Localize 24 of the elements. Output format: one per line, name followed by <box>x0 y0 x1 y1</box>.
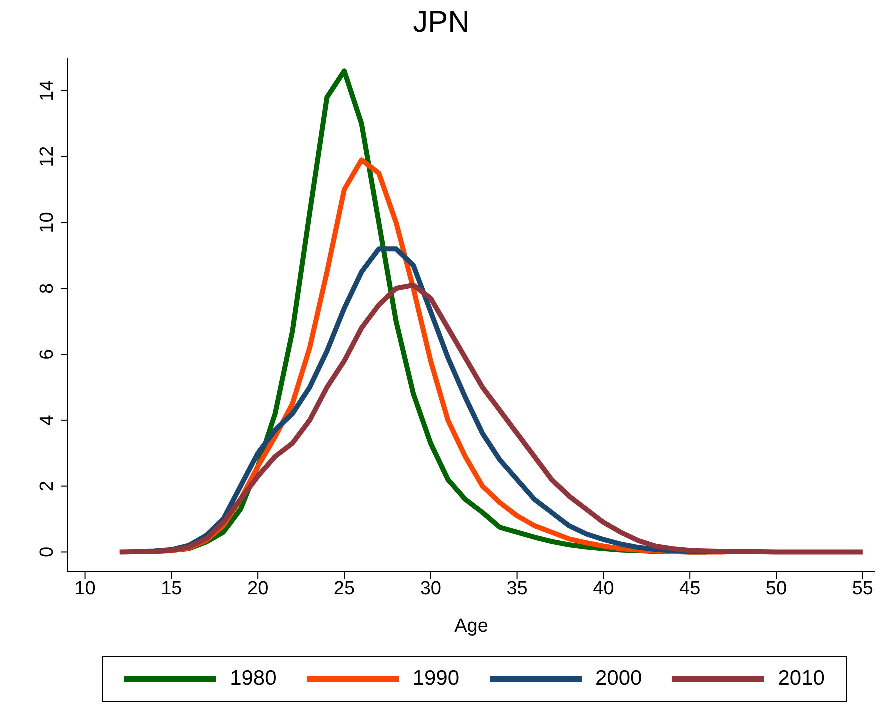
x-tick-label: 20 <box>248 578 269 600</box>
x-tick-label: 10 <box>74 578 96 600</box>
x-tick-label: 35 <box>506 578 528 600</box>
x-tick-label: 55 <box>852 578 874 600</box>
legend-label: 2010 <box>778 667 825 691</box>
x-tick-label: 25 <box>334 578 356 600</box>
legend-label: 1990 <box>412 667 460 691</box>
y-tick-label: 12 <box>37 146 58 168</box>
legend-label: 2000 <box>596 667 642 691</box>
x-tick-label: 30 <box>420 578 442 600</box>
x-axis-title: Age <box>454 616 488 637</box>
y-tick-label: 10 <box>37 212 58 234</box>
x-tick-label: 40 <box>593 578 614 600</box>
chart-title: JPN <box>412 6 471 40</box>
y-tick-label: 14 <box>37 80 58 102</box>
y-tick-label: 4 <box>37 414 58 426</box>
legend-label: 1980 <box>230 667 277 691</box>
y-tick-label: 8 <box>37 283 58 294</box>
x-tick-label: 45 <box>680 578 701 600</box>
y-tick-label: 2 <box>37 481 58 492</box>
x-tick-label: 50 <box>766 578 788 600</box>
y-tick-label: 6 <box>37 349 58 360</box>
x-tick-label: 15 <box>161 578 182 600</box>
y-tick-label: 0 <box>37 546 58 558</box>
